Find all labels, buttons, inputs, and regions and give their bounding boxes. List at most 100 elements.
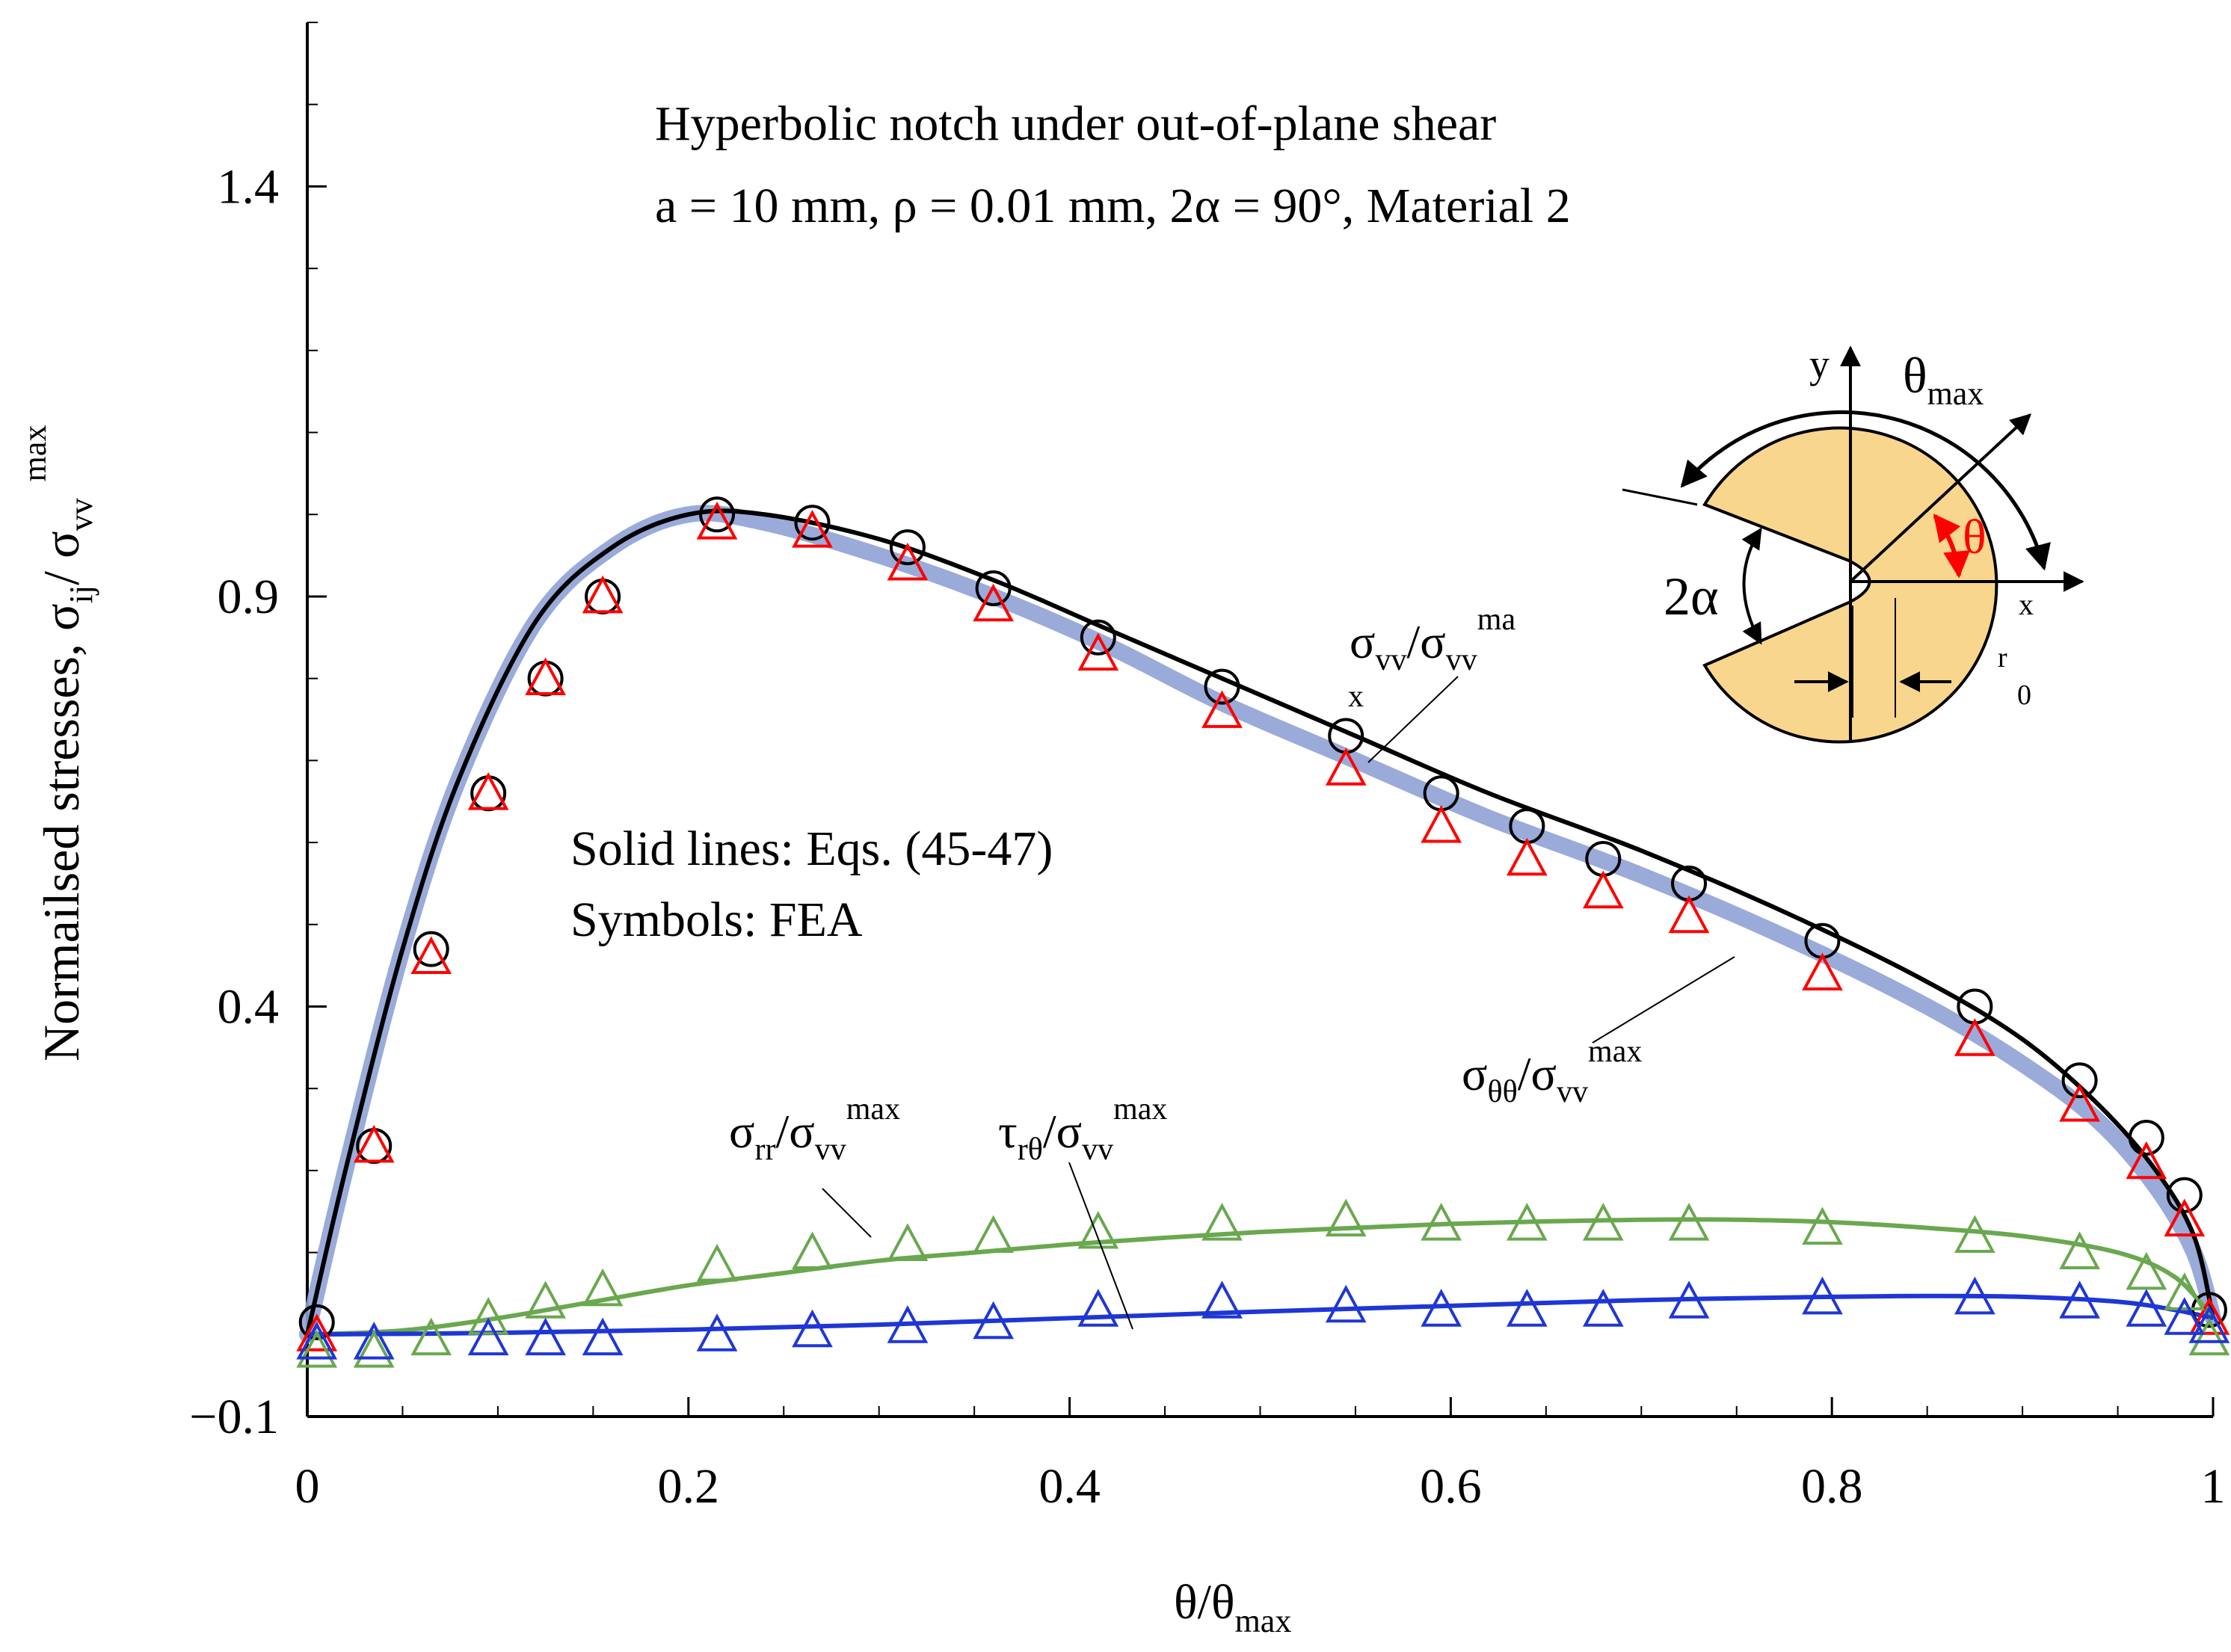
series-6-point [1668,1202,1710,1241]
series-7-point [2188,1305,2230,1343]
x-axis-label-main: θ/θ [1174,1575,1235,1630]
label-svv-extra: x [1348,679,1364,714]
series-5-point [467,772,509,810]
series-5-point [792,509,833,548]
y-tick-label: 0.4 [218,979,280,1034]
series-4-point [975,570,1012,606]
label-trt: τrθ/σvvmax [998,1092,1167,1167]
series-4-point [2061,1062,2098,1099]
series-4-point [1204,668,1240,705]
series-5-point [1421,804,1462,843]
series-5-point [1077,632,1119,671]
y-axis-label-sub2: vv [63,498,99,531]
series-6-point [582,1268,624,1307]
series-6-point [792,1231,833,1269]
series-4-point [413,931,449,967]
leader-srr [822,1188,872,1238]
series-4-point [2128,1120,2164,1156]
alpha-arc [1741,527,1762,645]
series-6-point [1954,1215,1995,1254]
series-6-point [2059,1231,2100,1269]
label-svv-mid: /σ [1407,615,1446,668]
label-stt: σθθ/σvvmax [1462,1035,1642,1109]
series-6-point [2164,1272,2206,1310]
series-6-point [2188,1317,2230,1356]
y-tick-label: 1.4 [218,159,280,214]
label-svv: σvv/σvvma [1350,602,1515,677]
series-5-point [973,583,1014,622]
notch-tick [1622,488,1698,506]
label-svv-sub: vv [1376,643,1407,677]
series-7-point [1668,1280,1710,1319]
series-7-point [1954,1276,1995,1315]
series-4-point [1080,619,1116,656]
series-7-point [1325,1284,1367,1323]
y-tick-label: 0.9 [218,570,280,624]
x-tick-label: 0.4 [1038,1459,1101,1514]
series-4-point [699,496,736,533]
x-tick-label: 0 [295,1459,320,1514]
series-5-point [353,1124,395,1163]
annotation-symbols: Symbols: FEA [570,893,863,947]
theta-max-arc [1680,410,2051,571]
label-svv-main: σ [1350,615,1376,668]
inset-x-label: x [2019,588,2034,621]
series-5-point [2164,1198,2206,1237]
label-srr-mid: /σ [775,1105,814,1158]
theta-max-main: θ [1903,347,1927,404]
series-6-point [1507,1202,1548,1241]
series-6-point [467,1297,509,1335]
series-5-point [410,936,452,975]
series-7-point [525,1317,566,1356]
x-tick-label: 0.6 [1420,1459,1482,1514]
x-tick-label: 0.2 [658,1459,720,1514]
leader-stt [1592,956,1735,1044]
series-6-point [353,1330,395,1368]
series-3-line [307,1293,2214,1337]
x-axis-label-sub: max [1235,1603,1292,1639]
label-srr-main: σ [729,1105,755,1158]
plot-area [296,496,2230,1368]
series-5-point [696,501,738,540]
label-trt-main: τ [998,1105,1018,1158]
series-7-point [2059,1280,2100,1319]
alpha-label: 2α [1664,567,1719,626]
theta-max-sub: max [1927,375,1984,412]
x-tick-label: 1 [2201,1459,2226,1514]
series-7-point [1421,1289,1462,1327]
chart-title: Hyperbolic notch under out-of-plane shea… [655,96,1496,151]
series-6-point [296,1330,338,1368]
y-ticks: −0.1 0.4 0.9 1.4 [189,22,327,1444]
series-5-point [1582,870,1624,909]
series-7-point [973,1301,1014,1340]
leader-svv [1367,676,1459,763]
series-7-point [1507,1289,1548,1327]
series-7-point [792,1309,833,1348]
r0-label: r [1998,642,2007,674]
series-6-point [525,1280,566,1319]
y-axis-label: Normailsed stresses, σij/ σvvmax [16,425,99,1061]
label-svv-sup: ma [1477,602,1516,637]
inset-y-label: y [1809,342,1830,386]
series-7-point [467,1317,509,1356]
annotation-solid-lines: Solid lines: Eqs. (45-47) [570,822,1053,876]
series-6-point [887,1223,929,1262]
series-7-point [1802,1276,1843,1315]
series-7-point [296,1322,338,1360]
series-5-point [887,542,929,581]
y-tick-label: −0.1 [189,1390,279,1444]
series-5-point [1668,895,1710,934]
y-axis-label-sup: max [16,425,53,482]
series-5-point [1802,952,1843,990]
series-5-point [1325,748,1367,786]
series-5-point [296,1313,338,1352]
series-4-point [298,1304,335,1340]
y-axis-label-main: Normailsed stresses, σ [33,603,90,1061]
series-7-point [1582,1289,1624,1327]
series-6-point [973,1215,1014,1254]
label-stt-sup: max [1588,1035,1642,1069]
series-7-point [887,1305,929,1343]
label-trt-sub2: vv [1082,1132,1113,1167]
theta-label: θ [1963,510,1987,564]
